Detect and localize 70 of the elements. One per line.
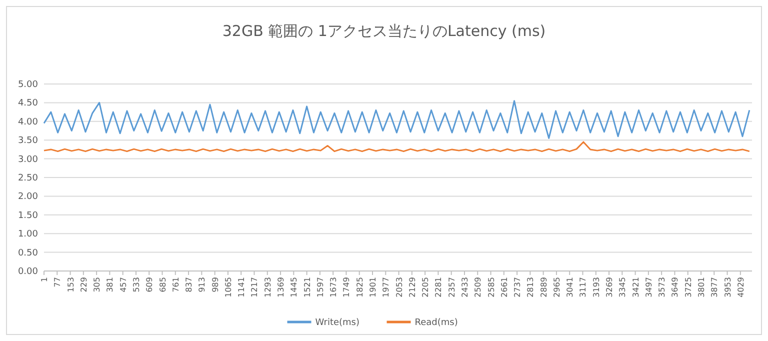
x-tick-label: 3573 [658, 277, 667, 298]
legend-label: Write(ms) [315, 318, 360, 328]
x-tick-label: 2813 [526, 277, 536, 298]
x-tick-label: 1673 [329, 277, 338, 298]
x-tick-label: 381 [106, 277, 115, 292]
x-tick-label: 3877 [710, 277, 720, 298]
y-tick-label: 1.00 [18, 230, 38, 240]
x-tick-label: 913 [198, 277, 207, 292]
y-tick-label: 4.00 [18, 117, 38, 128]
y-tick-label: 2.50 [18, 174, 38, 184]
y-tick-label: 0.50 [18, 248, 38, 258]
x-tick-label: 2585 [486, 277, 496, 298]
x-tick-label: 2281 [434, 277, 444, 298]
line-series [43, 141, 750, 152]
x-tick-label: 2053 [394, 277, 404, 298]
x-tick-label: 3497 [644, 277, 654, 298]
x-tick-label: 685 [158, 277, 168, 292]
x-tick-label: 153 [66, 277, 76, 292]
x-tick-label: 1293 [263, 277, 272, 298]
x-tick-label: 2661 [500, 277, 509, 298]
x-tick-label: 2737 [513, 277, 522, 298]
x-tick-label: 3193 [592, 277, 601, 298]
y-tick-label: 3.50 [18, 136, 38, 146]
x-tick-label: 2433 [460, 277, 470, 298]
x-tick-label: 989 [210, 277, 220, 292]
x-tick-label: 1 [40, 277, 49, 282]
x-tick-label: 3953 [723, 277, 732, 298]
x-tick-label: 837 [184, 277, 194, 292]
x-tick-label: 1217 [250, 277, 260, 298]
x-tick-label: 3117 [578, 277, 588, 298]
x-tick-label: 1977 [382, 277, 391, 298]
y-tick-label: 3.00 [18, 154, 38, 165]
x-tick-label: 3649 [670, 277, 680, 298]
x-tick-label: 4029 [736, 277, 746, 298]
x-tick-label: 2205 [421, 277, 430, 298]
x-tick-label: 1521 [302, 277, 312, 298]
y-tick-label: 2.00 [18, 192, 38, 202]
chart-title: 32GB 範囲の 1アクセス当たりのLatency (ms) [222, 22, 546, 40]
x-tick-label: 3421 [631, 277, 640, 298]
x-tick-label: 1065 [224, 277, 233, 298]
y-tick-label: 5.00 [18, 80, 38, 90]
x-tick-label: 3269 [605, 277, 614, 298]
x-tick-label: 305 [92, 277, 102, 292]
y-tick-label: 1.50 [18, 210, 38, 221]
x-tick-label: 2357 [447, 277, 456, 298]
x-tick-label: 77 [53, 277, 62, 288]
x-tick-label: 3725 [684, 277, 693, 298]
x-tick-label: 609 [145, 277, 154, 292]
y-tick-label: 0.00 [18, 267, 38, 277]
x-tick-label: 533 [132, 277, 141, 292]
legend-label: Read(ms) [414, 318, 458, 328]
x-tick-label: 2889 [539, 277, 548, 298]
x-tick-label: 1141 [237, 277, 246, 298]
x-tick-label: 1369 [276, 277, 286, 298]
line-series [43, 100, 750, 139]
x-tick-label: 1749 [342, 277, 352, 298]
x-tick-label: 1825 [355, 277, 364, 298]
x-tick-label: 2965 [552, 277, 562, 298]
x-tick-label: 3041 [566, 277, 575, 298]
x-tick-label: 3801 [696, 277, 706, 298]
x-tick-label: 229 [79, 277, 88, 292]
x-tick-label: 3345 [618, 277, 628, 298]
x-tick-label: 761 [171, 277, 180, 292]
x-tick-label: 1597 [316, 277, 325, 298]
x-tick-label: 2509 [474, 277, 483, 298]
y-tick-label: 4.50 [18, 98, 38, 109]
x-tick-label: 1445 [290, 277, 299, 298]
x-tick-label: 457 [118, 277, 128, 292]
x-tick-label: 2129 [408, 277, 417, 298]
x-tick-label: 1901 [368, 277, 378, 298]
